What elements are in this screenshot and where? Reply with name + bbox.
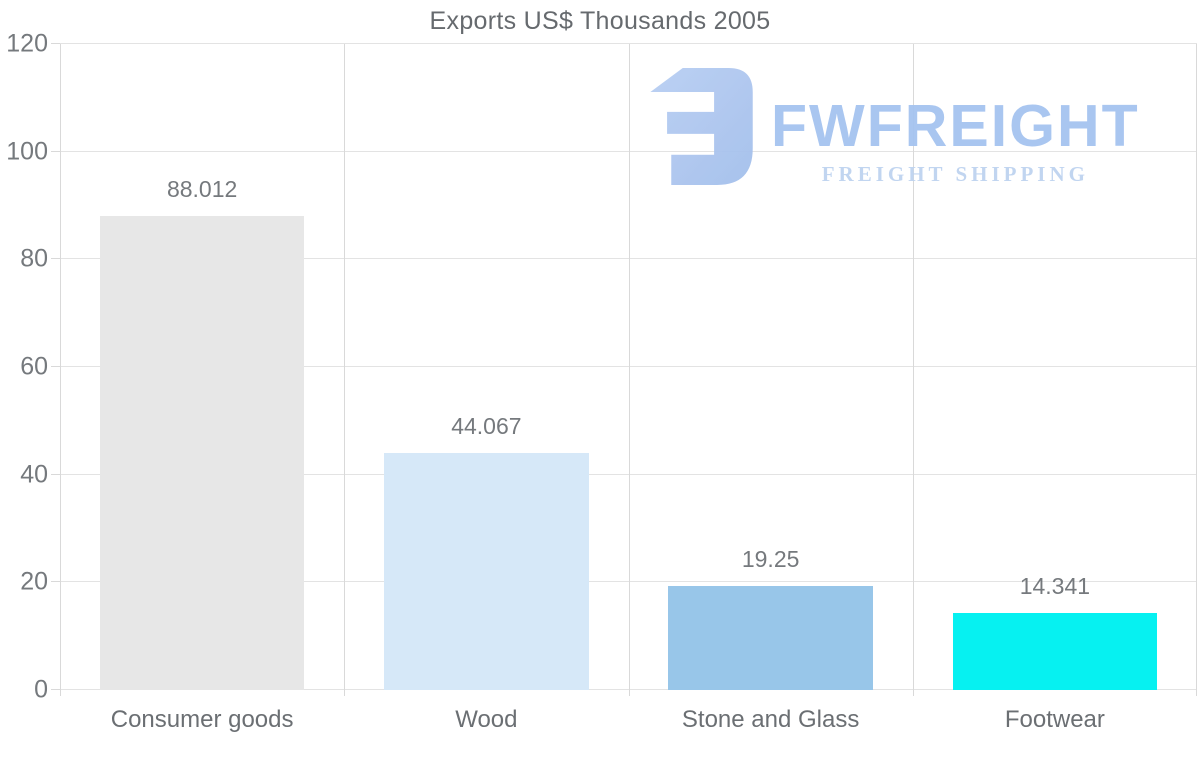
ytick-label-20: 20 [20,567,48,596]
bar-value-label-0: 88.012 [166,176,238,203]
watermark-logo: FWFREIGHT FREIGHT SHIPPING [648,68,1140,187]
x-tick-2 [628,690,630,696]
bar-value-label-1: 44.067 [451,412,522,439]
vgridline-1 [344,44,346,690]
y-tick-0 [51,689,60,690]
x-tick-3 [912,690,914,696]
vgridline-0 [60,44,61,690]
y-tick-120 [51,43,60,44]
brand-name: FWFREIGHT [771,93,1140,159]
bar-wood [384,452,589,690]
category-label-2: Stone and Glass [681,706,860,733]
bar-slot-2: 19.25 [629,44,913,690]
bar-slot-1: 44.067 [344,44,628,690]
x-axis-labels: Consumer goods Wood Stone and Glass Footwea… [60,706,1197,740]
watermark-text: FWFREIGHT FREIGHT SHIPPING [771,93,1140,187]
hgridline-120 [60,43,1197,44]
bar-stone-and-glass [668,586,873,690]
bar-slot-3: 14.341 [913,44,1197,690]
y-tick-20 [51,581,60,583]
x-tick-4 [1196,690,1197,696]
ytick-label-60: 60 [20,352,48,381]
bar-footwear [952,612,1158,690]
bar-value-label-3: 14.341 [1019,572,1091,599]
chart-title: Exports US$ Thousands 2005 [429,7,771,35]
vgridline-3 [912,44,914,690]
fwfreight-logo-mark-icon [650,68,753,185]
y-tick-60 [51,366,60,367]
y-axis-labels: 0 20 40 60 80 100 120 [0,31,48,702]
ytick-label-40: 40 [20,460,48,489]
x-tick-1 [344,690,346,696]
vgridline-2 [628,44,630,690]
bar-slot-0: 88.012 [60,44,344,690]
ytick-label-0: 0 [34,675,48,704]
category-label-0: Consumer goods [110,706,294,733]
ytick-label-100: 100 [6,137,48,166]
y-tick-100 [51,150,60,152]
category-label-1: Wood [455,706,518,733]
y-tick-80 [51,258,60,260]
x-tick-0 [60,690,61,696]
category-label-3: Footwear [1004,706,1105,733]
brand-tagline: FREIGHT SHIPPING [821,161,1089,186]
vgridline-4 [1196,44,1197,690]
ytick-label-120: 120 [6,29,48,58]
bar-value-label-2: 19.25 [741,546,800,573]
plot-area: 88.012 44.067 19.25 14.341 [51,43,1197,696]
bar-consumer-goods [99,216,305,690]
ytick-label-80: 80 [20,244,48,273]
y-tick-40 [51,473,60,475]
